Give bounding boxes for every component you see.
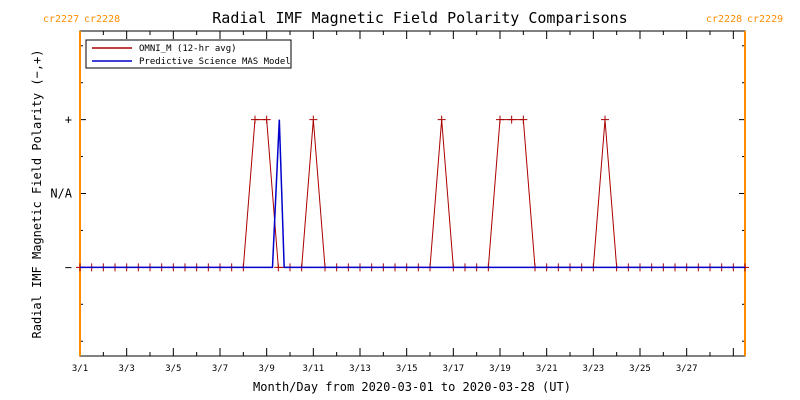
series-1 <box>80 119 745 269</box>
series-0-point-20 <box>309 115 318 124</box>
x-tick-label-3: 3/7 <box>212 364 228 374</box>
series-0-point-17 <box>274 263 283 272</box>
x-tick-label-12: 3/25 <box>629 364 651 374</box>
x-tick-label-8: 3/17 <box>442 364 464 374</box>
y-tick-label-0: − <box>65 260 72 274</box>
y-tick-label-1: N/A <box>50 187 72 201</box>
carrington-label-left-1: cr2227 <box>43 14 79 25</box>
series-0-point-31 <box>437 115 446 124</box>
carrington-rotation-lines <box>79 31 746 356</box>
x-tick-label-11: 3/23 <box>582 364 604 374</box>
x-tick-label-2: 3/5 <box>165 364 181 374</box>
series-0-point-45 <box>601 115 609 124</box>
x-tick-label-7: 3/15 <box>396 364 418 374</box>
x-tick-label-10: 3/21 <box>536 364 558 374</box>
y-tick-label-2: + <box>65 113 72 127</box>
carrington-label-left-2: cr2228 <box>84 14 120 25</box>
chart-title: Radial IMF Magnetic Field Polarity Compa… <box>212 9 627 27</box>
series-0-point-15 <box>251 115 259 124</box>
series-0-point-16 <box>262 115 271 124</box>
x-tick-label-1: 3/3 <box>119 364 135 374</box>
x-tick-label-9: 3/19 <box>489 364 511 374</box>
x-tick-label-6: 3/13 <box>349 364 371 374</box>
carrington-label-right-2: cr2229 <box>747 14 783 25</box>
x-axis-label: Month/Day from 2020-03-01 to 2020-03-28 … <box>253 380 571 394</box>
carrington-label-right-1: cr2228 <box>706 14 742 25</box>
series-0-point-38 <box>519 115 528 124</box>
y-axis-label: Radial IMF Magnetic Field Polarity (−,+) <box>30 50 44 339</box>
x-tick-label-4: 3/9 <box>259 364 275 374</box>
series-line-1 <box>80 119 745 269</box>
legend-box <box>85 39 292 69</box>
legend: OMNI_M (12-hr avg) Predictive Science MA… <box>85 39 292 69</box>
series-0-point-36 <box>496 115 504 124</box>
x-tick-label-5: 3/11 <box>302 364 324 374</box>
x-tick-label-0: 3/1 <box>72 364 88 374</box>
series-layer <box>76 115 749 272</box>
legend-label-mas: Predictive Science MAS Model <box>139 57 291 67</box>
x-axis: 3/1 3/3 3/5 3/7 3/9 3/11 3/13 3/15 3/17 3/19 3/21 3… <box>72 31 734 374</box>
x-tick-label-13: 3/27 <box>676 364 698 374</box>
legend-label-omni: OMNI_M (12-hr avg) <box>139 44 237 54</box>
series-0-point-37 <box>507 115 516 124</box>
